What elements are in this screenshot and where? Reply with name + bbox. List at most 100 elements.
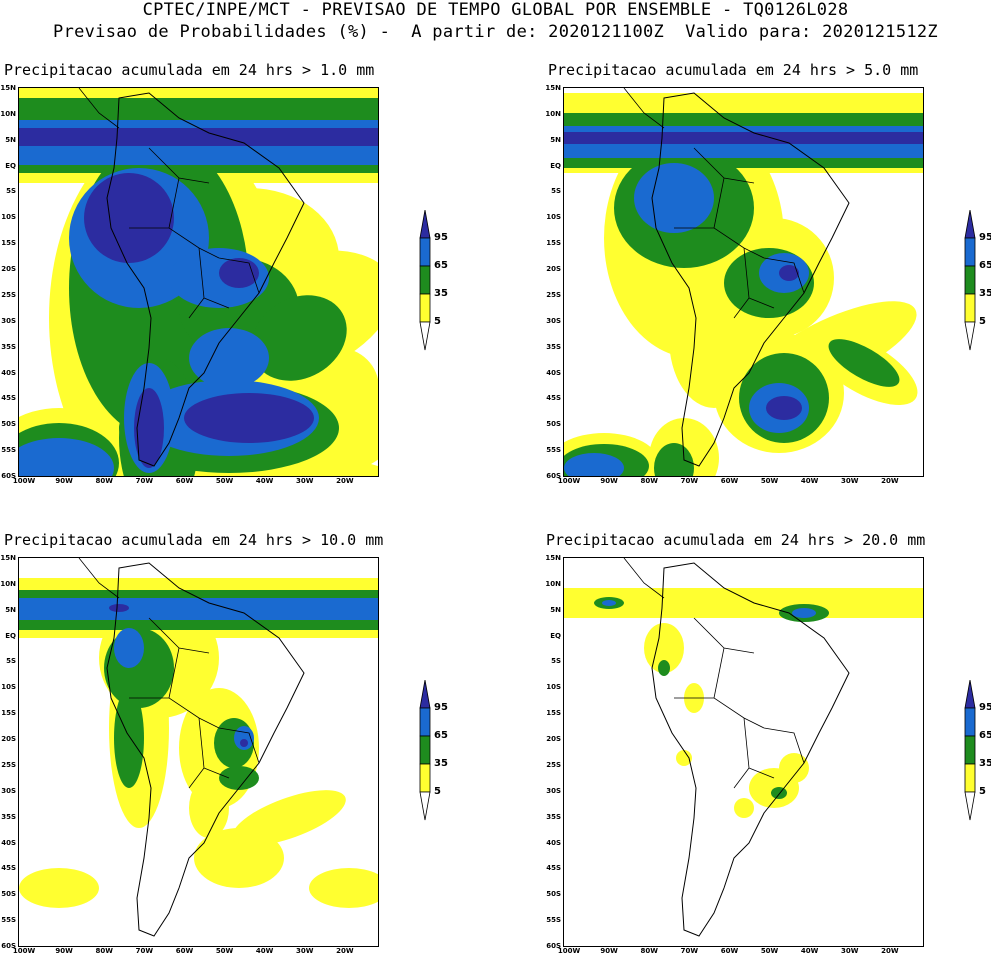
shaded-area xyxy=(251,295,347,381)
longitude-label: 50W xyxy=(215,947,234,955)
latitude-label: 35S xyxy=(546,812,561,821)
color-legend: 95 65 35 5 xyxy=(418,679,448,829)
latitude-label: 30S xyxy=(1,786,16,795)
panel-title: Precipitacao acumulada em 24 hrs > 5.0 m… xyxy=(548,61,919,79)
latitude-label: 15S xyxy=(546,709,561,718)
contour-level-prob-95 xyxy=(564,132,923,420)
legend-label: 5 xyxy=(434,786,441,797)
shaded-area xyxy=(779,753,809,783)
probability-map xyxy=(18,557,379,947)
latitude-label: 5S xyxy=(551,657,561,666)
longitude-label: 20W xyxy=(336,947,354,955)
latitude-label: 5S xyxy=(551,187,561,196)
contour-level-prob-95 xyxy=(109,604,248,747)
latitude-label: 10N xyxy=(0,579,16,588)
longitude-label: 100W xyxy=(12,477,36,485)
map-canvas xyxy=(564,558,923,937)
shaded-area xyxy=(779,265,799,281)
latitude-label: 15S xyxy=(546,239,561,248)
legend-label: 65 xyxy=(979,730,991,741)
contour-level-prob-5 xyxy=(564,588,923,818)
central-america-outline xyxy=(78,88,120,129)
latitude-label: 5N xyxy=(550,605,561,614)
latitude-label: 10S xyxy=(1,683,16,692)
latitude-label: 60S xyxy=(1,942,16,950)
legend-swatch xyxy=(964,763,976,793)
longitude-label: 40W xyxy=(800,477,819,485)
legend-label: 35 xyxy=(979,758,991,769)
legend-swatch xyxy=(419,707,431,737)
shaded-area xyxy=(114,688,144,788)
shaded-area xyxy=(19,128,378,146)
country-borders xyxy=(129,147,260,319)
latitude-label: 10N xyxy=(0,109,16,118)
continent-outline xyxy=(651,92,850,467)
map-canvas xyxy=(19,88,378,476)
shaded-area xyxy=(184,393,314,443)
latitude-label: 40S xyxy=(546,838,561,847)
latitude-label: 25S xyxy=(546,760,561,769)
longitude-label: 30W xyxy=(296,947,314,955)
latitude-label: EQ xyxy=(550,161,561,170)
latitude-label: 20S xyxy=(546,265,561,274)
color-legend: 95 65 35 5 xyxy=(963,209,991,359)
latitude-label: 10N xyxy=(545,579,561,588)
latitude-label: 30S xyxy=(546,786,561,795)
latitude-label: 5S xyxy=(6,657,16,666)
longitude-label: 20W xyxy=(881,947,899,955)
latitude-label: 30S xyxy=(546,316,561,325)
legend-swatch xyxy=(964,707,976,737)
panel-title: Precipitacao acumulada em 24 hrs > 10.0 … xyxy=(4,531,384,549)
continent-outline xyxy=(106,92,305,467)
color-legend: 95 65 35 5 xyxy=(418,209,448,359)
latitude-label: 15N xyxy=(0,554,16,562)
country-borders xyxy=(674,617,805,789)
legend-bar xyxy=(964,679,976,821)
panel-title: Precipitacao acumulada em 24 hrs > 20.0 … xyxy=(546,531,926,549)
shaded-area xyxy=(676,750,692,766)
map-canvas xyxy=(19,558,378,937)
legend-swatch xyxy=(419,293,431,323)
latitude-label: 25S xyxy=(1,290,16,299)
latitude-label: 40S xyxy=(546,368,561,377)
latitude-label: 50S xyxy=(1,890,16,899)
legend-label: 5 xyxy=(979,316,986,327)
latitude-label: 5N xyxy=(5,605,16,614)
latitude-label: 10S xyxy=(546,213,561,222)
latitude-label: 45S xyxy=(1,394,16,403)
latitude-label: 55S xyxy=(1,446,16,455)
shaded-area xyxy=(658,660,670,676)
probability-map xyxy=(563,557,924,947)
latitude-label: 55S xyxy=(546,446,561,455)
contour-level-prob-95 xyxy=(19,128,378,468)
country-borders xyxy=(674,147,805,319)
shaded-area xyxy=(634,163,714,233)
latitude-label: 20S xyxy=(546,735,561,744)
shaded-area xyxy=(84,173,174,263)
latitude-label: 60S xyxy=(546,942,561,950)
longitude-label: 90W xyxy=(600,947,618,955)
legend-bar xyxy=(419,679,431,821)
legend-label: 95 xyxy=(434,232,448,243)
latitude-label: 10S xyxy=(1,213,16,222)
probability-map xyxy=(18,87,379,477)
longitude-label: 90W xyxy=(55,477,73,485)
legend-label: 65 xyxy=(979,260,991,271)
latitude-label: 55S xyxy=(546,916,561,925)
legend-swatch xyxy=(419,763,431,793)
shaded-area xyxy=(234,726,254,750)
shaded-area xyxy=(219,258,259,288)
longitude-label: 20W xyxy=(336,477,354,485)
legend-swatch xyxy=(419,791,431,821)
legend-swatch xyxy=(964,293,976,323)
longitude-label: 30W xyxy=(841,947,859,955)
longitude-label: 70W xyxy=(680,477,699,485)
latitude-label: 45S xyxy=(546,394,561,403)
longitude-label: 80W xyxy=(95,477,113,485)
latitude-label: 10N xyxy=(545,109,561,118)
longitude-label: 70W xyxy=(135,947,154,955)
shaded-area xyxy=(828,339,900,387)
legend-label: 95 xyxy=(979,702,991,713)
chart-header-line2: Previsao de Probabilidades (%) - A parti… xyxy=(53,22,938,42)
latitude-label: 10S xyxy=(546,683,561,692)
